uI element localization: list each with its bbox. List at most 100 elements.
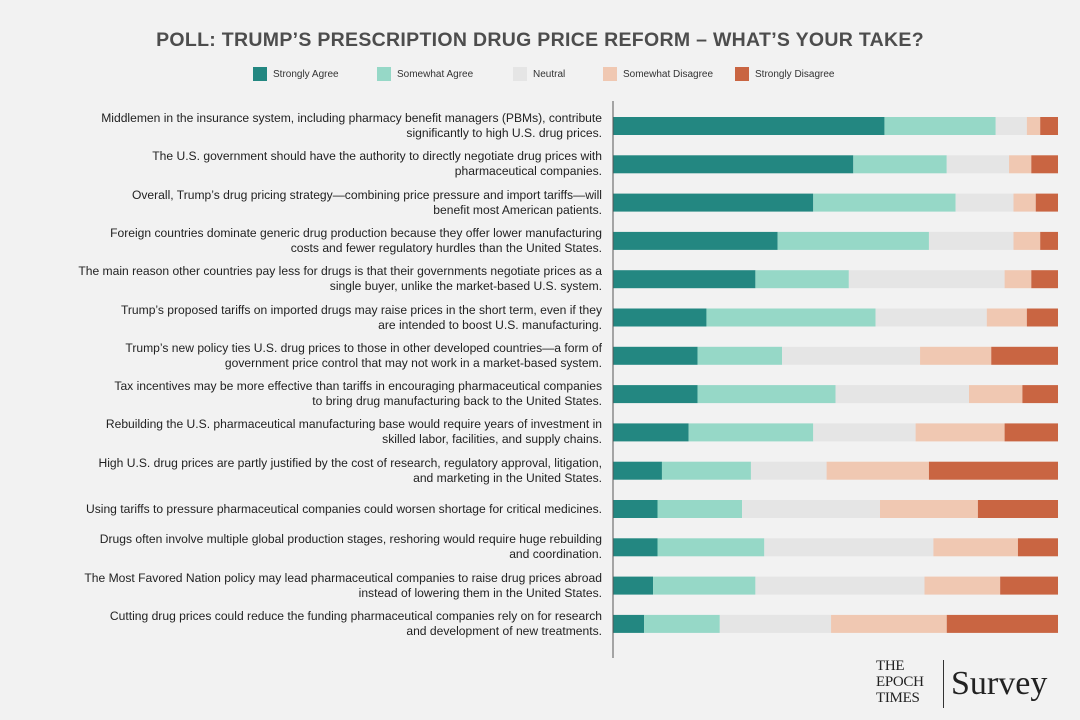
bar-segment [613,270,756,289]
bar-segment [750,461,827,480]
bar-segment [946,614,1058,633]
bar-segment [782,346,921,365]
bar-segment [613,423,689,442]
bar-segment [1035,193,1058,212]
bar-segment [688,423,814,442]
question-label-line: Tax incentives may be more effective tha… [114,379,602,394]
bar-segment [1040,231,1058,250]
question-label: Rebuilding the U.S. pharmaceutical manuf… [20,417,602,447]
bar-segment [613,461,662,480]
question-label: Trump’s new policy ties U.S. drug prices… [20,341,602,371]
question-label: Drugs often involve multiple global prod… [20,532,602,562]
bar-segment [661,461,751,480]
bar-segment [826,461,929,480]
bar-segment [813,423,916,442]
bar-segment [613,576,654,595]
bar-segment [875,308,987,327]
question-label: Trump’s proposed tariffs on imported dru… [20,303,602,333]
bar-segment [613,155,854,174]
question-label: The main reason other countries pay less… [20,264,602,294]
question-label-line: and coordination. [509,547,602,562]
publisher-line: TIMES [876,690,920,706]
epoch-times-survey-logo: THE EPOCH TIMES Survey [876,658,1066,714]
legend-swatch [377,67,391,81]
question-label-line: and marketing in the United States. [413,470,602,485]
publisher-line: EPOCH [876,674,924,690]
question-label-line: pharmaceutical companies. [454,164,602,179]
bar-segment [755,576,925,595]
question-label-line: High U.S. drug prices are partly justifi… [98,455,602,470]
legend-swatch [513,67,527,81]
legend-swatch [603,67,617,81]
legend-item: Somewhat Disagree [603,66,713,82]
question-label: Overall, Trump’s drug pricing strategy—c… [20,188,602,218]
question-label-line: to bring drug manufacturing back to the … [312,394,602,409]
bar-segment [613,500,658,518]
question-label-line: Overall, Trump’s drug pricing strategy—c… [131,187,602,202]
legend-item: Strongly Disagree [735,66,834,82]
bar-segment [991,346,1058,365]
bar-segment [1013,231,1041,250]
legend-label: Strongly Agree [273,68,339,80]
question-label-line: Trump’s new policy ties U.S. drug prices… [125,340,602,355]
bar-segment [1031,155,1058,174]
bar-segment [880,500,978,518]
legend-item: Neutral [513,66,565,82]
bar-segment [613,231,778,250]
bar-segment [777,231,929,250]
question-label-line: costs and fewer regulatory hurdles than … [290,240,602,255]
question-label-line: benefit most American patients. [433,202,602,217]
bar-segment [644,614,720,633]
bar-segment [613,538,658,557]
legend-label: Somewhat Disagree [623,68,714,80]
bar-segment [924,576,1001,595]
question-label-line: single buyer, unlike the market-based U.… [329,279,602,294]
question-label-line: The main reason other countries pay less… [78,264,602,279]
question-label-line: Trump’s proposed tariffs on imported dru… [120,302,602,317]
bar-segment [986,308,1027,327]
bar-segment [1026,117,1041,135]
bar-segment [1004,423,1058,442]
bar-segment [853,155,947,174]
question-label-line: Middlemen in the insurance system, inclu… [101,111,602,125]
question-label: High U.S. drug prices are partly justifi… [20,456,602,486]
publisher-line: THE [876,658,905,674]
question-label-line: and development of new treatments. [406,623,602,638]
bar-segment [1031,270,1058,289]
legend-swatch [735,67,749,81]
question-label-line: skilled labor, facilities, and supply ch… [382,432,602,447]
bar-segment [1013,193,1036,212]
question-label: The Most Favored Nation policy may lead … [20,571,602,601]
bar-segment [755,270,849,289]
legend-swatch [253,67,267,81]
question-label-line: The Most Favored Nation policy may lead … [84,570,602,585]
question-label-line: Foreign countries dominate generic drug … [110,225,602,240]
question-label: Middlemen in the insurance system, inclu… [20,111,602,141]
bar-segment [848,270,1005,289]
bar-segment [1040,117,1058,135]
bar-segment [1000,576,1058,595]
bar-segment [995,117,1027,135]
bar-segment [884,117,996,135]
logo-divider [943,660,944,708]
bar-segment [613,346,698,365]
question-label-line: instead of lowering them in the United S… [358,585,602,600]
publisher-wordmark: THE EPOCH TIMES [876,658,938,706]
legend-label: Neutral [533,68,566,80]
question-label-line: Using tariffs to pressure pharmaceutical… [85,501,602,516]
bar-segment [831,614,947,633]
bar-segment [613,614,645,633]
question-label-line: Rebuilding the U.S. pharmaceutical manuf… [105,417,602,432]
question-label-line: significantly to high U.S. drug prices. [406,126,602,140]
bar-segment [697,346,783,365]
bar-segment [835,385,969,404]
bar-segment [920,346,992,365]
bar-segment [1022,385,1058,404]
question-label: Foreign countries dominate generic drug … [20,226,602,256]
bar-segment [657,500,743,518]
bar-segment [719,614,832,633]
question-label-line: The U.S. government should have the auth… [152,149,602,164]
question-label: Tax incentives may be more effective tha… [20,379,602,409]
chart-title: POLL: TRUMP’S PRESCRIPTION DRUG PRICE RE… [156,29,924,51]
legend-label: Strongly Disagree [755,68,835,80]
